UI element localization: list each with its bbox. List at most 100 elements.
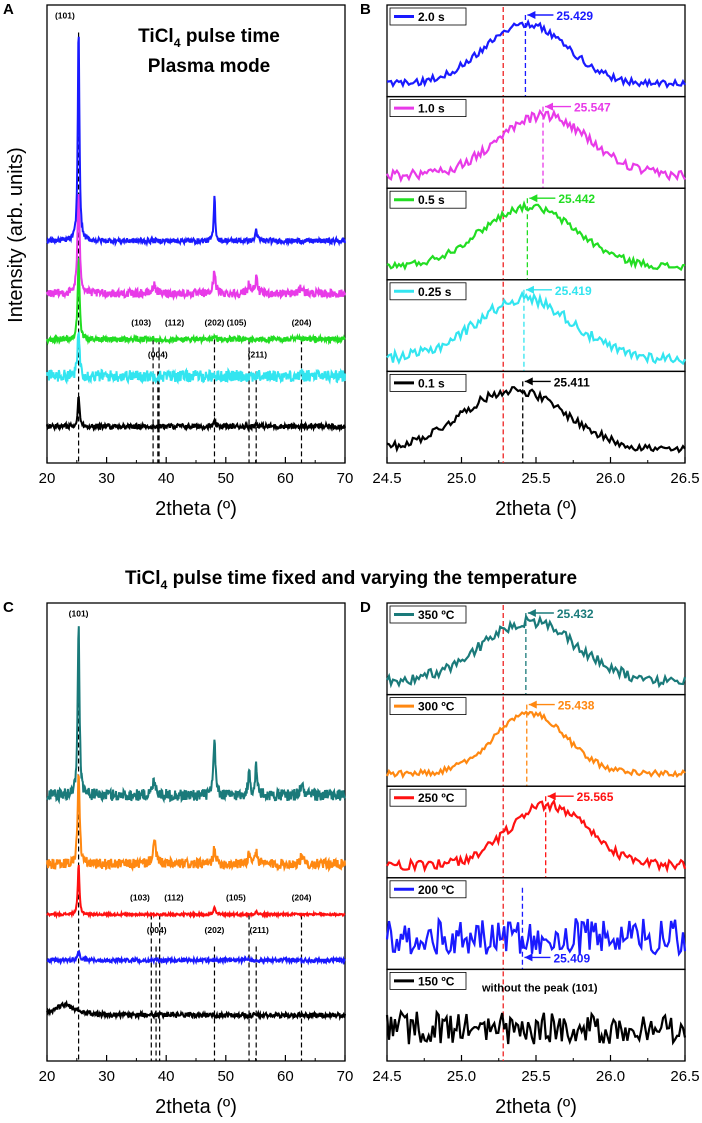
panel-D-xtick-label-1: 25.0: [447, 1068, 476, 1085]
panel-D-legend-label-0: 350 ºC: [418, 608, 455, 622]
panel-A-xlabel: 2theta (º): [155, 498, 237, 520]
panel-A-xtick-label-3: 50: [217, 470, 234, 487]
panel-B-peak-value-3: 25.419: [555, 284, 592, 298]
section-title-b: pulse time fixed and varying the tempera…: [167, 568, 577, 589]
panel-B-xtick-label-4: 26.5: [670, 470, 699, 487]
panel-A-ref-label-0: (101): [55, 11, 75, 21]
panel-B-sub-curve-0: [386, 18, 686, 89]
panel-C-ref-label-3: (112): [164, 893, 184, 903]
panel-A-ref-label-5: (105): [227, 318, 247, 328]
panel-C-series-3: [46, 773, 346, 873]
panel-D-no-peak-note-4: without the peak (101): [481, 982, 598, 994]
panel-D-legend-box-0: [389, 605, 467, 624]
panel-B-sub-curve-1: [386, 108, 686, 183]
panel-C-ref-label-4: (202): [205, 925, 225, 935]
panel-A-series-1: [46, 330, 346, 385]
panel-D-xtick-label-2: 25.5: [521, 1068, 550, 1085]
panel-D-legend-box-4: [389, 972, 467, 990]
panel-B-legend-2: 0.5 s: [389, 190, 467, 209]
panel-D-peak-value-0: 25.432: [557, 607, 594, 621]
panel-C-ref-label-7: (204): [292, 893, 312, 903]
panel-D-legend-box-2: [389, 788, 467, 807]
panel-D-arrow-head-2: [547, 792, 556, 801]
panel-B-xtick-label-1: 25.0: [447, 470, 476, 487]
panel-C-series-4: [46, 626, 346, 805]
panel-C-xtick-label-5: 70: [337, 1068, 354, 1085]
panel-D-xtick-label-3: 26.0: [596, 1068, 625, 1085]
panel-A-ref-label-2: (004): [148, 350, 168, 360]
section-title-a: TiCl: [125, 568, 161, 589]
panel-A-title-2: Plasma mode: [148, 56, 271, 77]
panel-A-xtick-label-0: 20: [39, 470, 56, 487]
panel-D-arrow-head-1: [528, 700, 537, 709]
panel-D-peak-value-3: 25.409: [553, 951, 590, 965]
panel-A-ref-label-3: (112): [165, 318, 185, 328]
panel-C-series-2: [46, 864, 346, 920]
panel-C-xtick-label-2: 40: [158, 1068, 175, 1085]
panel-B-legend-0: 2.0 s: [389, 7, 467, 26]
panel-C-axes: [46, 602, 346, 1062]
panel-C-ref-label-1: (103): [130, 893, 150, 903]
panel-B-legend-box-1: [389, 99, 467, 117]
panel-D-legend-2: 250 ºC: [389, 788, 467, 807]
panel-B-legend-3: 0.25 s: [389, 282, 467, 301]
panel-D-sub-curve-4: [385, 1008, 687, 1046]
panel-A-title-1: TiCl4 pulse time: [138, 26, 280, 50]
panel-D-legend-4: 150 ºC: [389, 972, 467, 990]
panel-B-legend-label-4: 0.1 s: [418, 376, 445, 390]
panel-B-legend-label-1: 1.0 s: [418, 102, 445, 116]
panel-B-arrow-head-4: [524, 377, 533, 386]
panel-A-ylabel: Intensity (arb. units): [5, 147, 27, 323]
panel-B-sub-curve-4: [386, 386, 686, 454]
panel-A-xtick-label-2: 40: [158, 470, 175, 487]
panel-D-arrow-head-3: [524, 953, 533, 962]
panel-A-ref-label-6: (211): [248, 350, 268, 360]
panel-D-sub-curve-2: [386, 798, 687, 874]
panel-A-series-0: [46, 396, 346, 433]
panel-B-xtick-label-0: 24.5: [372, 470, 401, 487]
panel-B-letter: B: [360, 1, 371, 18]
panel-C-xlabel: 2theta (º): [155, 1096, 237, 1118]
panel-B-legend-label-2: 0.5 s: [418, 193, 445, 207]
panel-C-ref-label-6: (211): [249, 925, 269, 935]
panel-B-xtick-label-2: 25.5: [521, 470, 550, 487]
panel-D-peak-value-2: 25.565: [577, 790, 614, 804]
panel-A-series-2: [46, 257, 346, 346]
panel-B-peak-value-1: 25.547: [574, 101, 611, 115]
panel-A-series-3: [46, 194, 346, 301]
panel-A-series-4: [46, 36, 346, 248]
panel-B-sub-curve-3: [386, 290, 686, 366]
panel-D-legend-0: 350 ºC: [389, 605, 467, 624]
panel-C-letter: C: [3, 599, 14, 616]
panel-B-xtick-label-3: 26.0: [596, 470, 625, 487]
panel-C-xtick-label-4: 60: [277, 1068, 294, 1085]
panel-A-ref-label-1: (103): [131, 318, 151, 328]
panel-D-legend-label-3: 200 ºC: [418, 883, 455, 897]
panel-B-legend-label-3: 0.25 s: [418, 285, 452, 299]
panel-D-peak-value-1: 25.438: [558, 699, 595, 713]
panel-C-ref-label-2: (004): [147, 925, 167, 935]
panel-B-arrow-head-0: [527, 11, 536, 19]
panel-A-letter: A: [3, 1, 14, 18]
panel-A-ref-label-7: (204): [292, 318, 312, 328]
panel-B-peak-value-4: 25.411: [554, 375, 590, 389]
panel-A-title-1-a: TiCl: [138, 26, 174, 47]
panel-D-legend-label-4: 150 ºC: [418, 974, 455, 988]
panel-A-xtick-label-1: 30: [98, 470, 115, 487]
panel-D-xtick-label-0: 24.5: [372, 1068, 401, 1085]
panel-A-title-1-b: pulse time: [181, 26, 280, 47]
panel-A-title-1-sub: 4: [174, 36, 181, 50]
panel-B-legend-box-4: [389, 373, 467, 392]
panel-B-xlabel: 2theta (º): [495, 498, 577, 520]
panel-D-legend-label-2: 250 ºC: [418, 791, 455, 805]
panel-D-xlabel: 2theta (º): [495, 1096, 577, 1118]
panel-D-sub-curve-1: [385, 710, 686, 780]
panel-A-ref-label-4: (202): [205, 318, 225, 328]
panel-C-series-1: [46, 949, 346, 966]
panel-B-legend-box-3: [389, 282, 467, 301]
panel-D-legend-box-1: [389, 697, 467, 715]
panel-B-peak-value-2: 25.442: [558, 192, 595, 206]
panel-B-legend-1: 1.0 s: [389, 99, 467, 117]
panel-D-sub-curve-3: [385, 916, 687, 957]
